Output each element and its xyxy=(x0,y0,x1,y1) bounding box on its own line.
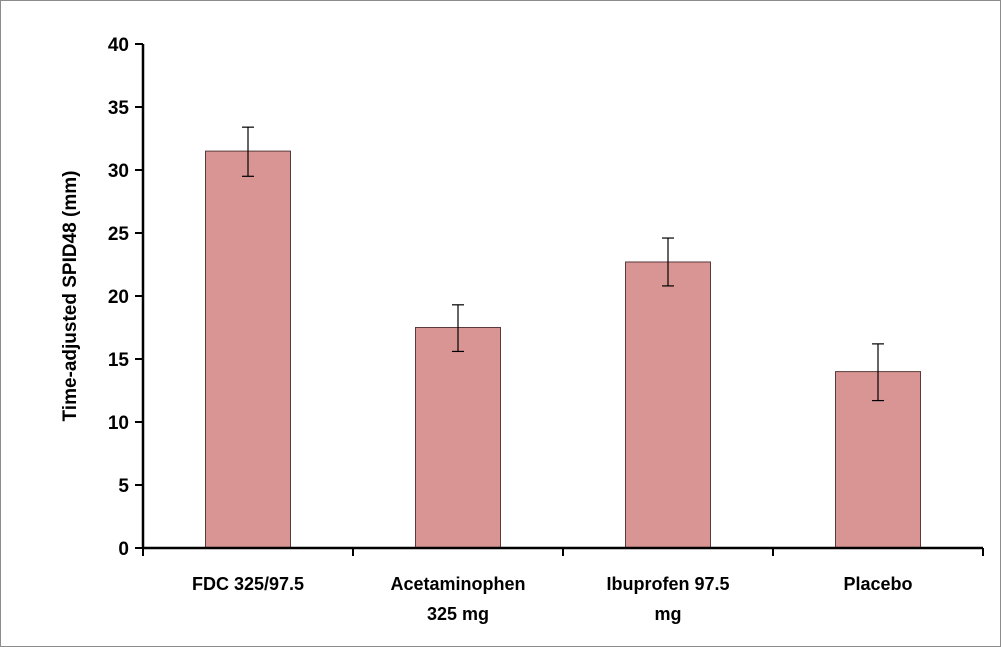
error-bar-1 xyxy=(242,126,254,177)
x-tick-label-1: FDC 325/97.5 xyxy=(192,574,304,594)
y-axis-title: Time-adjusted SPID48 (mm) xyxy=(60,171,81,422)
y-tick-label: 10 xyxy=(108,413,129,434)
y-tick-label: 30 xyxy=(108,161,129,182)
x-tick-label-line: 325 mg xyxy=(427,604,489,624)
error-bars-group xyxy=(242,126,884,402)
x-tick-label-line: FDC 325/97.5 xyxy=(192,574,304,594)
x-tick-label-line: Acetaminophen xyxy=(390,574,525,594)
y-tick-label: 20 xyxy=(108,287,129,308)
y-tick-label: 0 xyxy=(118,539,129,560)
x-tick-label-3: Ibuprofen 97.5 mg xyxy=(606,574,729,624)
x-category-labels: FDC 325/97.5 Acetaminophen 325 mg Ibuprofen… xyxy=(192,574,913,624)
x-tick-label-line: Placebo xyxy=(843,574,912,594)
bar-2 xyxy=(415,327,501,549)
x-tick-label-2: Acetaminophen 325 mg xyxy=(390,574,525,624)
bar-1 xyxy=(205,150,291,549)
y-tick-label: 15 xyxy=(108,350,130,371)
bar-3 xyxy=(625,261,711,549)
y-tick-label: 40 xyxy=(108,35,129,56)
x-tick-label-4: Placebo xyxy=(843,574,912,594)
y-tick-label: 25 xyxy=(108,224,130,245)
error-bar-4 xyxy=(872,343,884,402)
x-tick-label-line: mg xyxy=(655,604,682,624)
y-tick-label: 35 xyxy=(108,98,130,119)
axes-group xyxy=(135,43,984,556)
y-tick-labels: 0 5 10 15 20 25 30 35 40 xyxy=(108,35,130,560)
bars-group xyxy=(205,150,921,549)
y-tick-label: 5 xyxy=(118,476,129,497)
error-bar-3 xyxy=(662,237,674,287)
error-bar-2 xyxy=(452,304,464,353)
x-tick-label-line: Ibuprofen 97.5 xyxy=(606,574,729,594)
